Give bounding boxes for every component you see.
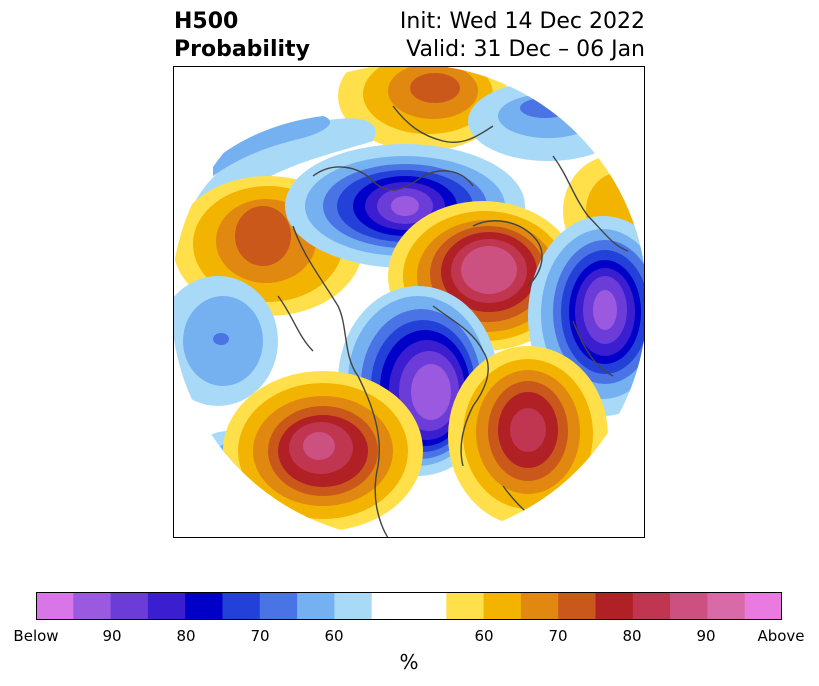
anomaly-below-northwest	[183, 116, 376, 256]
probability-map	[173, 66, 645, 538]
coastlines	[277, 105, 629, 538]
colorbar-tick-below-70: 70	[250, 627, 270, 645]
colorbar-segment	[73, 592, 112, 620]
colorbar-tick-above-80: 80	[622, 627, 642, 645]
colorbar-tick-below: Below	[13, 627, 59, 645]
colorbar-segment	[371, 592, 410, 620]
title-probability: Probability	[174, 37, 310, 62]
colorbar-segment	[446, 592, 485, 620]
colorbar-unit: %	[399, 650, 419, 674]
colorbar-segment	[744, 592, 782, 620]
colorbar-segment	[409, 592, 447, 620]
valid-range: Valid: 31 Dec – 06 Jan	[406, 37, 645, 62]
colorbar-tick-above: Above	[757, 627, 805, 645]
colorbar-segment	[110, 592, 149, 620]
colorbar-tick-above-90: 90	[696, 627, 716, 645]
colorbar-segment	[520, 592, 559, 620]
colorbar-segment	[334, 592, 373, 620]
init-date: Init: Wed 14 Dec 2022	[399, 9, 645, 34]
colorbar-segment	[707, 592, 746, 620]
colorbar-segment	[147, 592, 186, 620]
colorbar-tick-below-80: 80	[176, 627, 196, 645]
colorbar-segment	[595, 592, 634, 620]
colorbar-segment	[297, 592, 335, 620]
colorbar-segment	[632, 592, 671, 620]
colorbar-tick-below-60: 60	[324, 627, 344, 645]
colorbar-segment	[222, 592, 261, 620]
colorbar-tick-below-90: 90	[102, 627, 122, 645]
colorbar-segment	[259, 592, 298, 620]
colorbar	[36, 592, 782, 620]
colorbar-tick-above-70: 70	[548, 627, 568, 645]
colorbar-tick-above-60: 60	[474, 627, 494, 645]
title-variable: H500	[174, 9, 239, 34]
colorbar-border	[36, 592, 782, 620]
colorbar-segment	[483, 592, 522, 620]
chart-title-right: Init: Wed 14 Dec 2022 Valid: 31 Dec – 06…	[400, 8, 645, 64]
colorbar-segment	[558, 592, 596, 620]
anomaly-below-pacific-west	[173, 276, 278, 406]
colorbar-segment	[36, 592, 74, 620]
colorbar-segment	[185, 592, 223, 620]
chart-title-left: H500 Probability	[174, 8, 310, 64]
colorbar-segment	[670, 592, 708, 620]
